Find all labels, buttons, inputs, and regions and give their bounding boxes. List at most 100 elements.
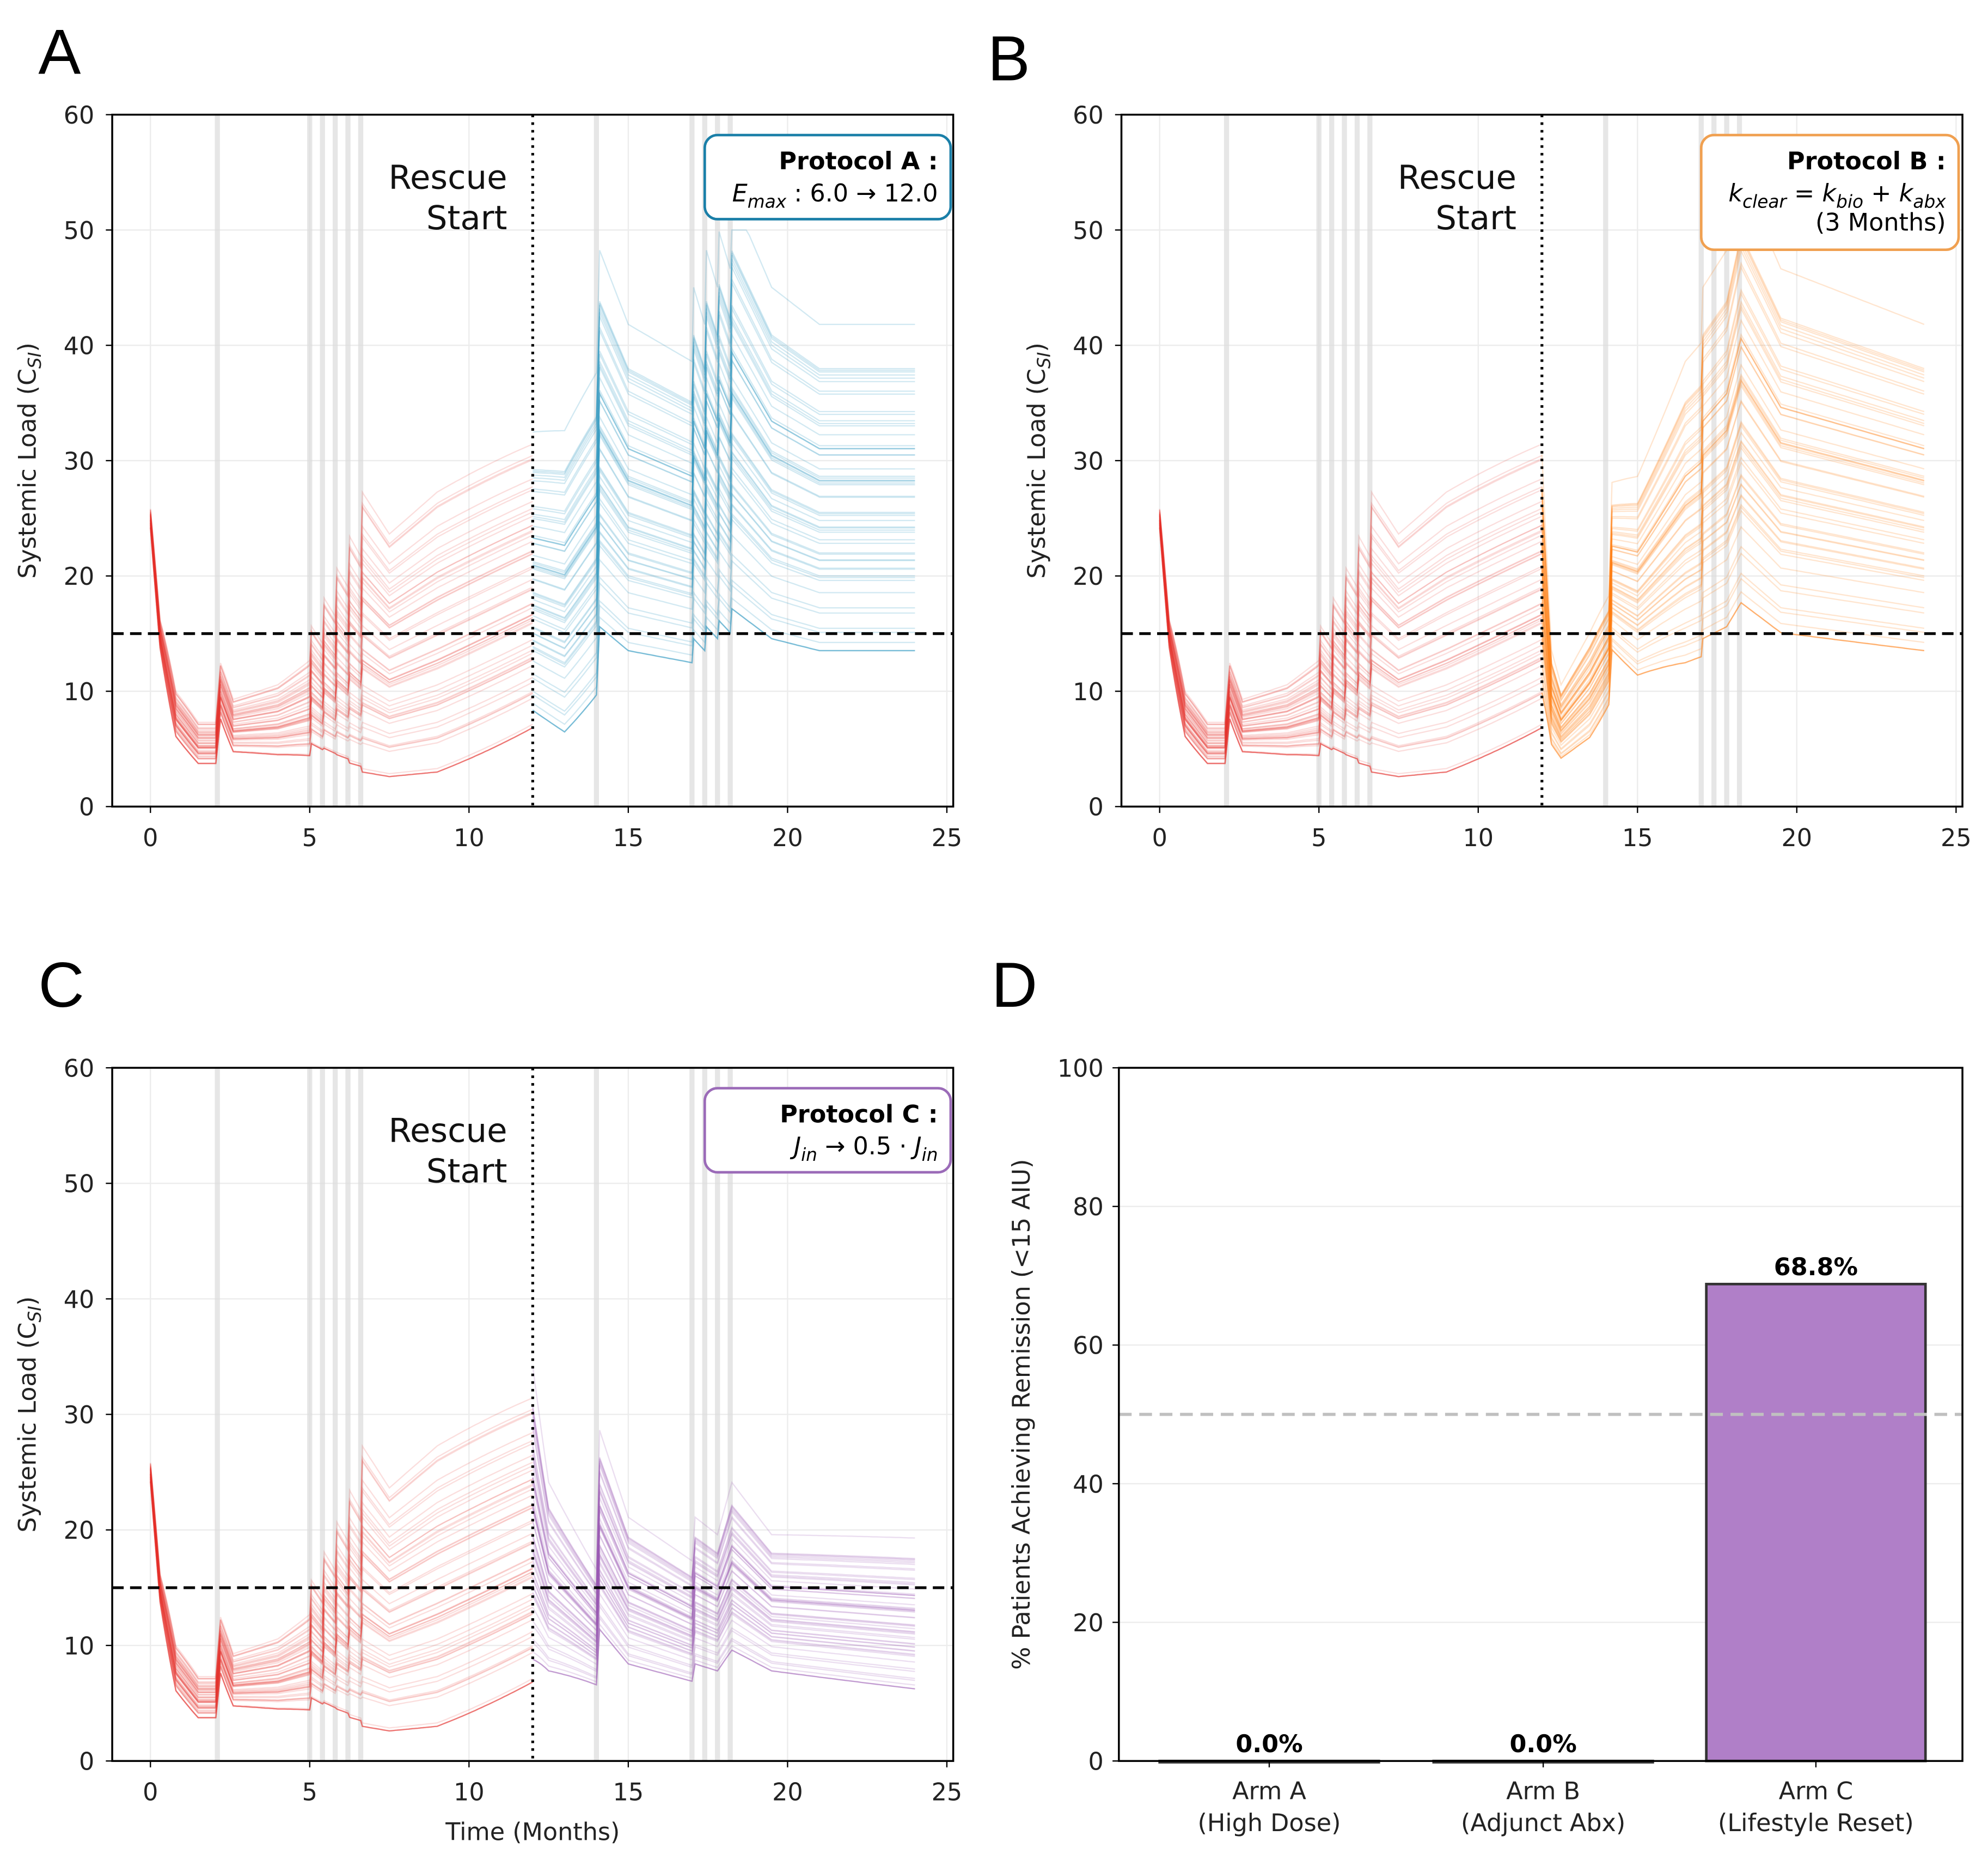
post-rescue-trajectory xyxy=(1541,439,1925,732)
pre-rescue-trajectory xyxy=(150,527,533,778)
pre-rescue-trajectory xyxy=(150,459,533,726)
post-rescue-trajectory xyxy=(1541,602,1924,760)
pre-rescue-trajectory xyxy=(150,525,533,759)
panel-letter: C xyxy=(38,949,84,1020)
pre-rescue-trajectory xyxy=(150,516,533,739)
protocol-formula: (3 Months) xyxy=(1815,209,1946,237)
post-rescue-trajectory xyxy=(532,1622,915,1686)
pre-rescue-trajectory xyxy=(150,519,533,747)
y-tick-label: 20 xyxy=(64,1517,95,1545)
pre-rescue-trajectory xyxy=(150,1473,533,1702)
bar-value-label: 68.8% xyxy=(1774,1253,1858,1281)
pre-rescue-trajectory xyxy=(1159,522,1543,752)
rescue-start-annotation: Rescue xyxy=(388,158,507,197)
pre-rescue-trajectory xyxy=(150,455,533,725)
post-rescue-trajectory xyxy=(532,1549,915,1643)
x-tick-label: (Lifestyle Reset) xyxy=(1718,1809,1914,1837)
post-rescue-trajectory xyxy=(1541,249,1925,700)
post-rescue-trajectory xyxy=(532,1584,915,1661)
pre-rescue-trajectory xyxy=(1159,519,1543,747)
axes-frame xyxy=(1118,1067,1963,1762)
post-rescue-trajectory xyxy=(532,1613,915,1679)
pre-rescue-trajectory xyxy=(1159,459,1543,726)
pre-rescue-trajectory xyxy=(1159,458,1543,725)
rescue-start-annotation: Rescue xyxy=(388,1112,507,1150)
pre-rescue-trajectory xyxy=(150,527,533,775)
pre-rescue-trajectory xyxy=(1159,515,1543,736)
pre-rescue-trajectory xyxy=(150,520,533,748)
post-rescue-trajectory xyxy=(1541,510,1925,744)
post-rescue-trajectory xyxy=(532,559,915,698)
post-rescue-trajectory xyxy=(1541,525,1925,747)
post-rescue-trajectory xyxy=(532,1627,915,1690)
panel-d: D 0.0% Arm A (High Dose) 0.0% Arm B (Adjunct A… xyxy=(992,949,1963,1837)
post-rescue-trajectory xyxy=(1541,399,1925,725)
post-rescue-trajectory xyxy=(532,1601,915,1671)
post-rescue-trajectory xyxy=(532,579,915,712)
post-rescue-trajectory xyxy=(533,254,915,475)
pre-rescue-trajectory xyxy=(150,525,533,760)
pre-rescue-trajectory xyxy=(150,1479,533,1714)
post-rescue-trajectory xyxy=(532,518,915,668)
pre-rescue-trajectory xyxy=(150,527,533,778)
pre-rescue-trajectory xyxy=(150,1474,533,1704)
post-rescue-trajectory xyxy=(532,1577,915,1657)
pre-rescue-trajectory xyxy=(150,1477,533,1709)
y-tick-label: 30 xyxy=(64,448,95,475)
post-rescue-trajectory xyxy=(1541,420,1925,729)
post-rescue-trajectory xyxy=(532,1547,915,1643)
pre-rescue-trajectory xyxy=(150,1481,533,1729)
pre-rescue-trajectory xyxy=(150,1465,533,1687)
pre-rescue-trajectory xyxy=(1159,513,1543,734)
pre-rescue-trajectory xyxy=(1159,524,1543,758)
x-tick-label: 5 xyxy=(302,1779,317,1807)
pre-rescue-trajectory xyxy=(150,1477,533,1709)
post-rescue-trajectory xyxy=(532,1616,915,1681)
post-rescue-trajectory xyxy=(1541,244,1925,699)
post-rescue-trajectory xyxy=(532,470,915,634)
pre-rescue-trajectory xyxy=(150,520,533,748)
pre-rescue-trajectory xyxy=(150,1479,533,1714)
post-rescue-trajectory xyxy=(532,512,915,664)
pre-rescue-trajectory xyxy=(150,520,533,749)
y-axis-label: Systemic Load (CSI) xyxy=(1023,342,1054,579)
pre-rescue-trajectory xyxy=(150,521,533,751)
post-rescue-trajectory xyxy=(533,262,915,481)
pre-rescue-trajectory xyxy=(150,443,533,723)
pre-rescue-trajectory xyxy=(1159,527,1543,778)
post-rescue-trajectory xyxy=(532,1507,915,1627)
post-rescue-trajectory xyxy=(533,358,915,552)
post-rescue-trajectory xyxy=(1541,378,1925,721)
pre-rescue-trajectory xyxy=(150,1479,533,1715)
post-rescue-trajectory xyxy=(1541,578,1925,755)
pre-rescue-trajectory xyxy=(1159,516,1543,739)
pre-rescue-trajectory xyxy=(1159,511,1543,733)
pre-rescue-trajectory xyxy=(150,527,533,778)
post-rescue-trajectory xyxy=(532,1582,915,1660)
pre-rescue-trajectory xyxy=(150,1473,533,1700)
post-rescue-trajectory xyxy=(1541,506,1925,743)
post-rescue-trajectory xyxy=(532,1455,915,1607)
pre-rescue-trajectory xyxy=(1159,525,1543,760)
post-rescue-trajectory xyxy=(532,553,915,693)
post-rescue-trajectory xyxy=(532,1504,915,1626)
pre-rescue-trajectory xyxy=(150,516,533,739)
pre-rescue-trajectory xyxy=(150,1481,533,1732)
post-rescue-trajectory xyxy=(1541,288,1925,706)
x-tick-label: (Adjunct Abx) xyxy=(1461,1809,1625,1837)
post-rescue-trajectory xyxy=(532,1465,915,1611)
protocol-box xyxy=(703,133,952,221)
pre-rescue-trajectory xyxy=(1159,527,1543,775)
post-rescue-trajectory xyxy=(532,1447,915,1604)
post-rescue-trajectory xyxy=(532,1571,915,1654)
post-rescue-trajectory xyxy=(532,390,915,576)
pre-rescue-trajectory xyxy=(150,1471,533,1696)
pre-rescue-trajectory xyxy=(150,1397,533,1678)
post-rescue-trajectory xyxy=(532,1510,915,1628)
post-rescue-trajectory xyxy=(532,1537,915,1639)
pre-rescue-trajectory xyxy=(1159,519,1543,747)
pre-rescue-trajectory xyxy=(150,524,533,758)
x-axis-label: Time (Months) xyxy=(445,1818,620,1846)
pre-rescue-trajectory xyxy=(150,458,533,725)
pre-rescue-trajectory xyxy=(1159,527,1543,778)
